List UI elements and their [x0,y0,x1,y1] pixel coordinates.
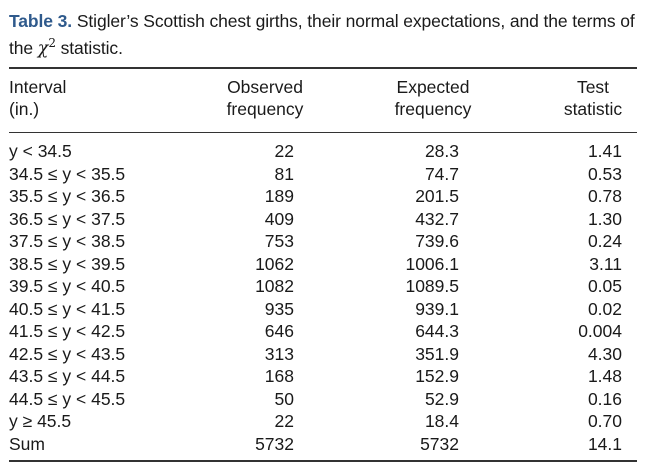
interval-cell: 38.5 ≤ y < 39.5 [9,253,126,274]
expected-cell: 201.5 [415,186,459,206]
interval-cell: 37.5 ≤ y < 38.5 [9,231,126,251]
observed-cell: 935 [264,298,294,319]
expected-cell: 644.3 [415,321,459,341]
expected-cell: 18.4 [424,411,459,431]
observed-cell: 81 [274,163,294,184]
observed-cell: 22 [274,141,294,161]
table-row: 40.5 ≤ y < 41.5 935 939.1 0.02 [9,298,649,321]
observed-cell: 168 [264,366,294,386]
interval-cell: y ≥ 45.5 [9,411,72,431]
statistic-cell: 0.05 [587,276,622,296]
table-row: 43.5 ≤ y < 44.5 168 152.9 1.48 [9,365,649,388]
table-caption: Table 3. Stigler’s Scottish chest girths… [9,8,649,63]
expected-cell: 1089.5 [405,276,459,296]
table-row: 44.5 ≤ y < 45.5 50 52.9 0.16 [9,388,649,411]
expected-cell: 351.9 [415,343,459,364]
table-row: y ≥ 45.5 22 18.4 0.70 [9,410,649,433]
table-row: 36.5 ≤ y < 37.5 409 432.7 1.30 [9,208,649,231]
table-row: 42.5 ≤ y < 43.5 313 351.9 4.30 [9,343,649,366]
table-row: y < 34.5 22 28.3 1.41 [9,140,649,163]
statistic-cell: 0.53 [587,163,622,184]
caption-suffix: statistic. [60,38,123,58]
chi-exponent: 2 [48,36,56,50]
table-row: 39.5 ≤ y < 40.5 1082 1089.5 0.05 [9,275,649,298]
interval-cell: 36.5 ≤ y < 37.5 [9,208,126,229]
statistic-cell: 1.41 [587,141,622,161]
caption-text: Stigler’s Scottish chest girths, their n… [9,11,635,58]
interval-cell: y < 34.5 [9,141,72,161]
caption-label: Table 3. [9,11,73,31]
statistic-cell: 4.30 [587,343,622,364]
expected-cell: 939.1 [415,298,459,319]
interval-cell: 41.5 ≤ y < 42.5 [9,321,126,341]
interval-cell: Sum [9,433,45,454]
sum-row: Sum 5732 5732 14.1 [9,433,649,456]
expected-cell: 52.9 [424,388,459,409]
statistic-cell: 0.16 [587,388,622,409]
statistic-cell: 1.48 [587,366,622,386]
interval-cell: 42.5 ≤ y < 43.5 [9,343,126,364]
observed-cell: 646 [264,321,294,341]
observed-cell: 189 [264,186,294,206]
observed-cell: 1082 [255,276,294,296]
chi-symbol: χ2 [37,36,56,59]
interval-cell: 35.5 ≤ y < 36.5 [9,186,126,206]
table-row: 41.5 ≤ y < 42.5 646 644.3 0.004 [9,320,649,343]
observed-cell: 409 [264,208,294,229]
expected-cell: 5732 [420,433,459,454]
header-expected: Expected frequency [394,77,472,119]
interval-cell: 43.5 ≤ y < 44.5 [9,366,126,386]
statistic-cell: 0.70 [587,411,622,431]
statistic-cell: 3.11 [589,253,622,274]
observed-cell: 1062 [255,253,294,274]
statistic-cell: 0.02 [587,298,622,319]
statistic-cell: 0.24 [587,231,622,251]
expected-cell: 1006.1 [405,253,459,274]
header-observed: Observed frequency [226,77,304,119]
header-test-statistic: Test statistic [563,77,623,119]
interval-cell: 44.5 ≤ y < 45.5 [9,388,126,409]
observed-cell: 5732 [255,433,294,454]
observed-cell: 753 [264,231,294,251]
statistic-cell: 1.30 [587,208,622,229]
observed-cell: 22 [274,411,294,431]
table-row: 35.5 ≤ y < 36.5 189 201.5 0.78 [9,185,649,208]
observed-cell: 50 [274,388,294,409]
expected-cell: 28.3 [424,141,459,161]
table-row: 38.5 ≤ y < 39.5 1062 1006.1 3.11 [9,253,649,276]
statistic-cell: 0.78 [587,186,622,206]
table-body: y < 34.5 22 28.3 1.41 34.5 ≤ y < 35.5 81 74.7… [9,140,649,455]
observed-cell: 313 [264,343,294,364]
interval-cell: 34.5 ≤ y < 35.5 [9,163,126,184]
top-rule [9,67,637,69]
header-interval: Interval (in.) [9,77,67,119]
interval-cell: 39.5 ≤ y < 40.5 [9,276,126,296]
statistic-cell: 0.004 [578,321,622,341]
table-row: 37.5 ≤ y < 38.5 753 739.6 0.24 [9,230,649,253]
bottom-rule [9,460,637,462]
expected-cell: 739.6 [415,231,459,251]
interval-cell: 40.5 ≤ y < 41.5 [9,298,126,319]
expected-cell: 152.9 [415,366,459,386]
expected-cell: 432.7 [415,208,459,229]
statistic-cell: 14.1 [587,433,622,454]
expected-cell: 74.7 [424,163,459,184]
header-rule [9,132,637,133]
table-row: 34.5 ≤ y < 35.5 81 74.7 0.53 [9,163,649,186]
